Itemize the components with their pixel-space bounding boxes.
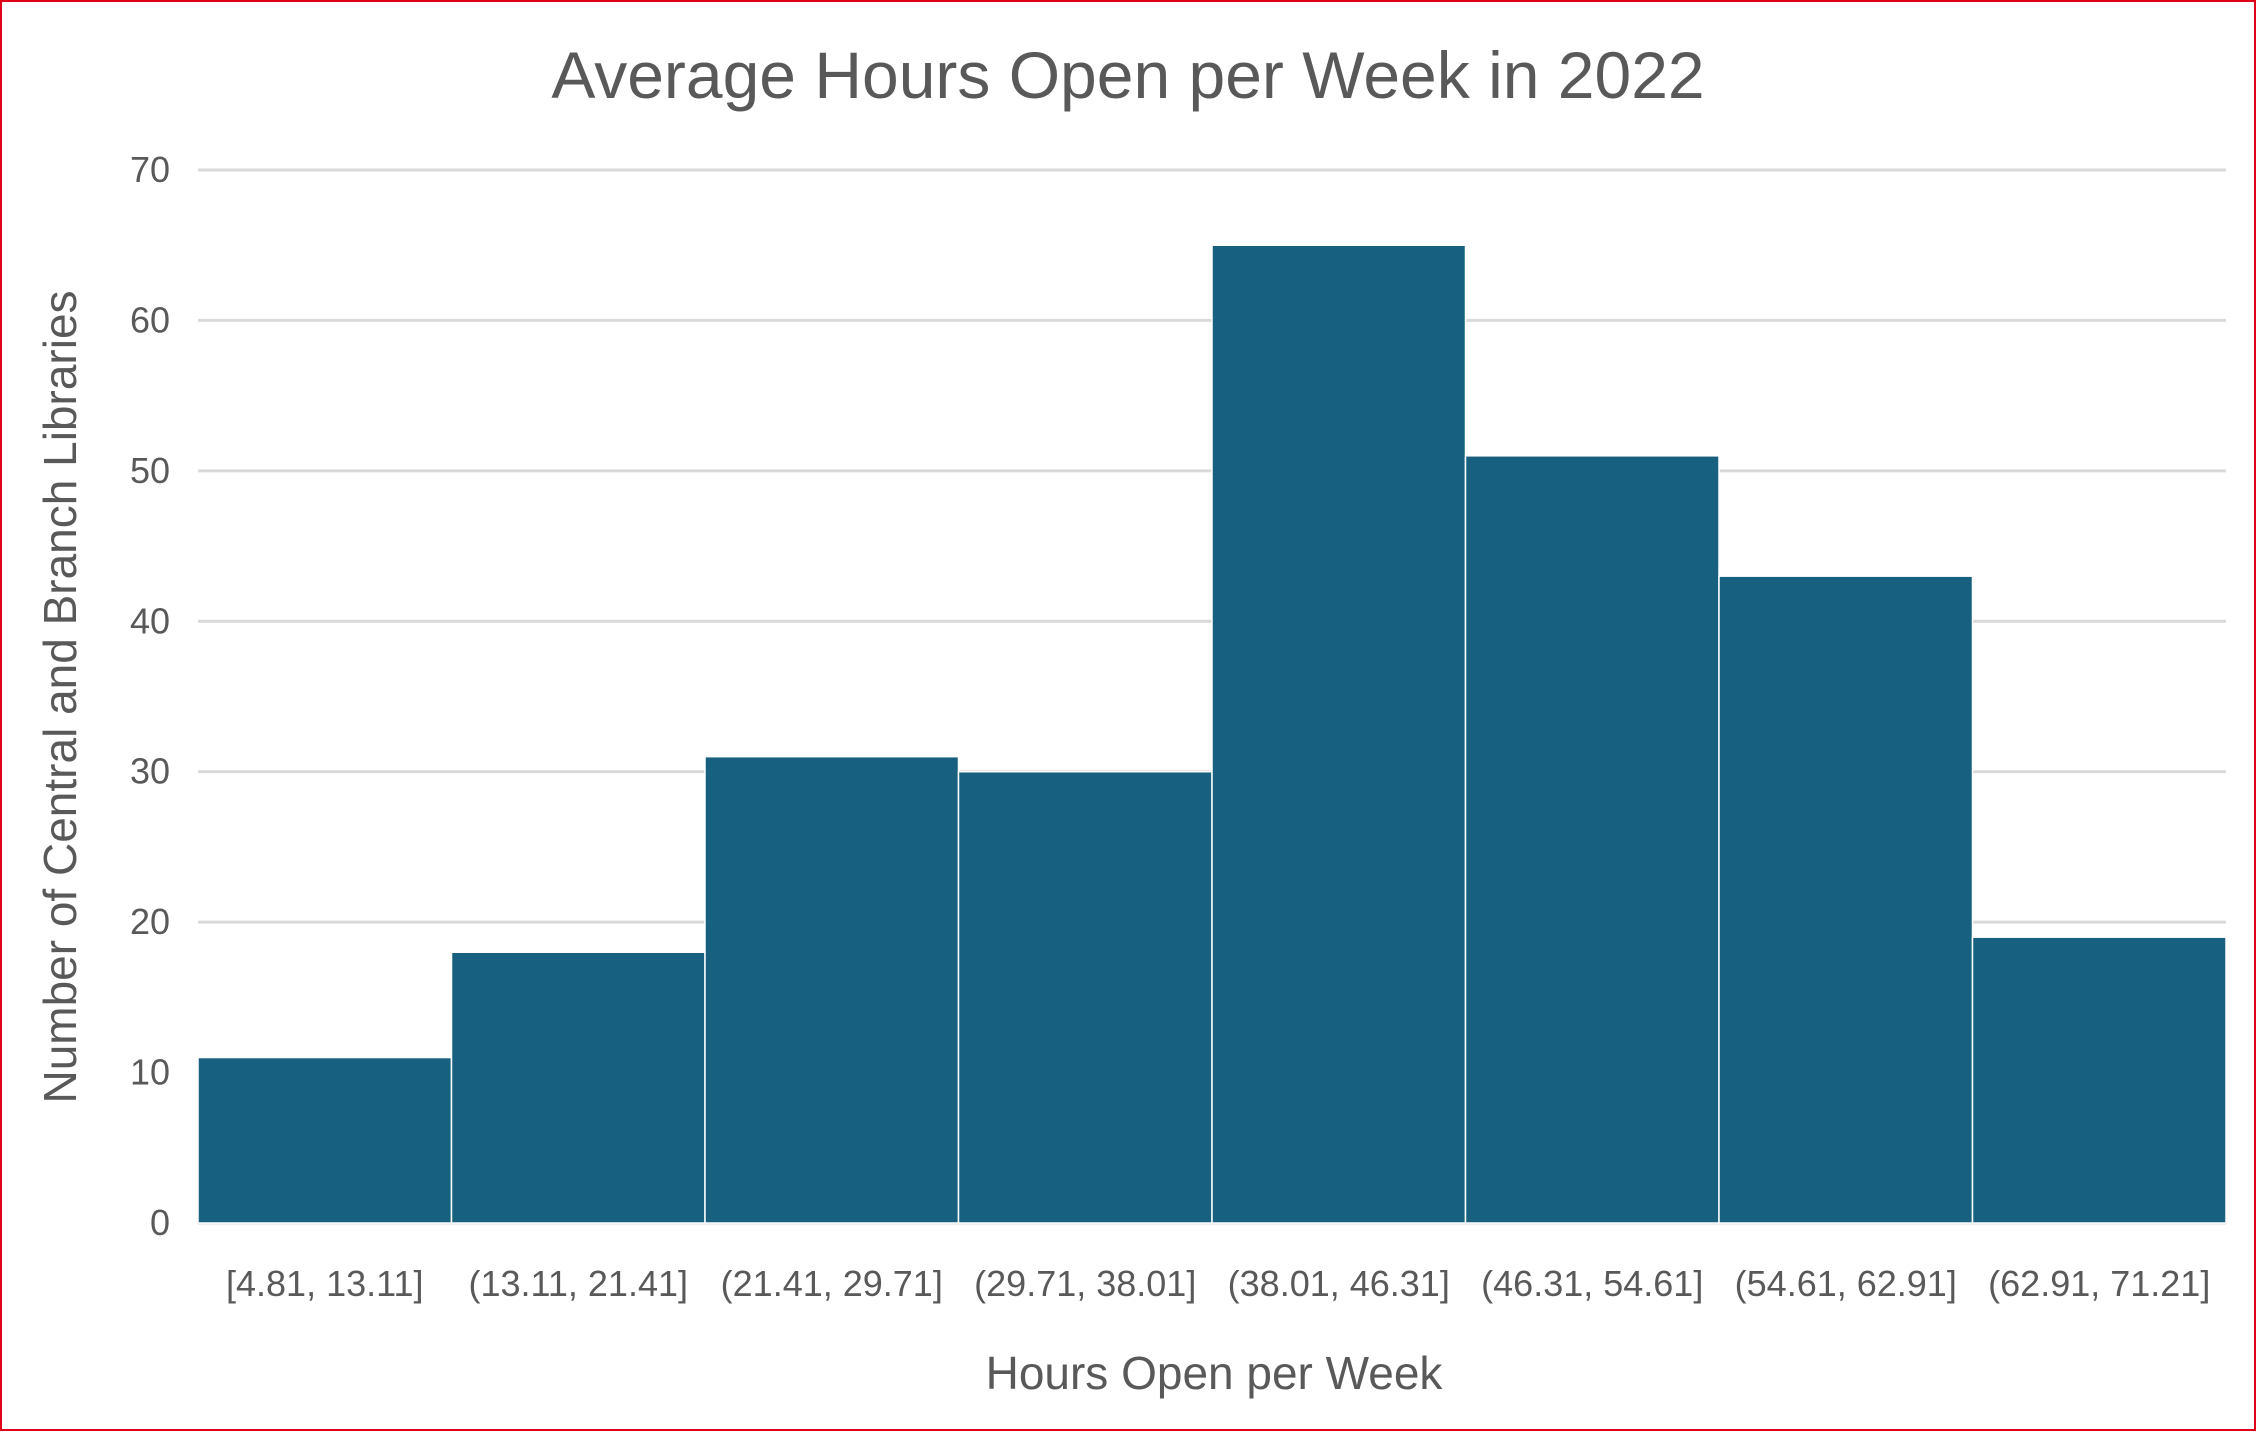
- bars: [197, 244, 2227, 1224]
- x-tick-label: [4.81, 13.11]: [226, 1263, 424, 1304]
- x-tick-label: (29.71, 38.01]: [974, 1263, 1196, 1304]
- y-tick-label: 60: [130, 299, 170, 340]
- y-axis-title: Number of Central and Branch Libraries: [34, 290, 86, 1103]
- y-tick-label: 70: [130, 149, 170, 190]
- x-axis-ticks: [4.81, 13.11] (13.11, 21.41] (21.41, 29.71…: [226, 1263, 2210, 1304]
- histogram-bar: [957, 770, 1213, 1224]
- histogram-bar: [1464, 455, 1720, 1224]
- x-tick-label: (54.61, 62.91]: [1735, 1263, 1957, 1304]
- histogram-bar: [450, 951, 706, 1224]
- histogram-bar: [1211, 244, 1467, 1224]
- histogram-bar: [197, 1056, 453, 1224]
- x-tick-label: (21.41, 29.71]: [721, 1263, 943, 1304]
- histogram-bar: [1718, 575, 1974, 1224]
- x-tick-label: (62.91, 71.21]: [1988, 1263, 2210, 1304]
- y-tick-label: 40: [130, 600, 170, 641]
- y-tick-label: 10: [130, 1052, 170, 1093]
- y-axis-ticks: 0 10 20 30 40 50 60 70: [130, 149, 170, 1243]
- histogram-bar: [704, 755, 960, 1224]
- chart-title: Average Hours Open per Week in 2022: [551, 38, 1704, 112]
- x-axis-title: Hours Open per Week: [986, 1347, 1444, 1399]
- y-tick-label: 50: [130, 450, 170, 491]
- y-tick-label: 30: [130, 751, 170, 792]
- x-tick-label: (13.11, 21.41]: [469, 1263, 689, 1304]
- y-tick-label: 0: [150, 1202, 170, 1243]
- x-tick-label: (38.01, 46.31]: [1228, 1263, 1450, 1304]
- histogram-bar: [1971, 936, 2227, 1224]
- x-tick-label: (46.31, 54.61]: [1481, 1263, 1703, 1304]
- y-tick-label: 20: [130, 901, 170, 942]
